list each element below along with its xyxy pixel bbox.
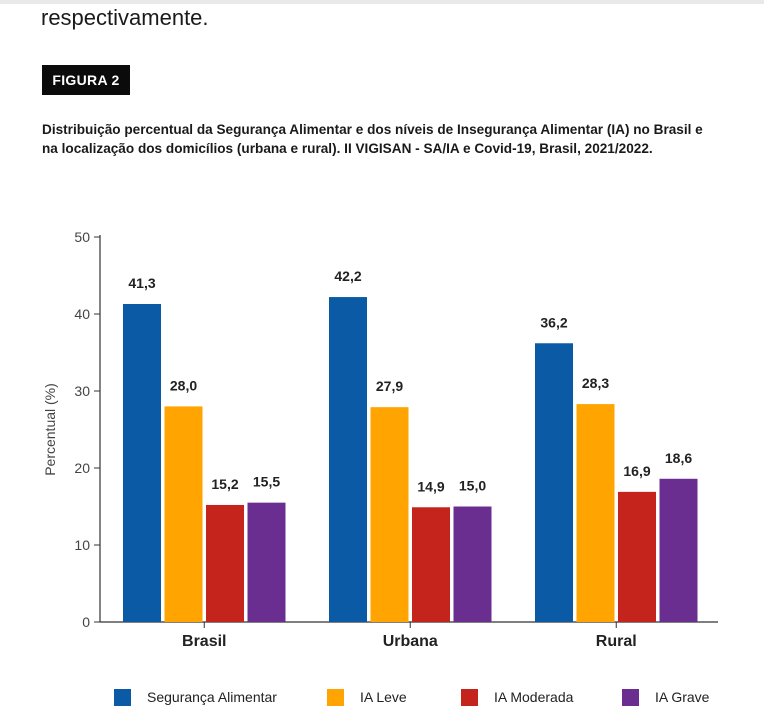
- bar-value-label: 15,0: [459, 478, 486, 494]
- bar-value-label: 42,2: [334, 268, 361, 284]
- intro-text: respectivamente.: [41, 5, 209, 30]
- top-divider: [0, 0, 764, 4]
- bar-value-label: 18,6: [665, 450, 692, 466]
- y-tick-label: 20: [74, 460, 90, 476]
- category-label: Rural: [596, 633, 637, 650]
- bar: [618, 491, 656, 622]
- figure-caption: Distribuição percentual da Segurança Ali…: [42, 122, 703, 156]
- bar: [453, 506, 492, 622]
- y-tick-label: 50: [74, 229, 90, 245]
- bar-value-label: 15,5: [253, 474, 280, 490]
- legend-swatch: [114, 688, 131, 706]
- y-tick-label: 0: [82, 614, 90, 630]
- bar: [329, 297, 367, 622]
- bar: [206, 504, 244, 622]
- y-axis-label: Percentual (%): [42, 383, 58, 476]
- bar-chart: 0 10 20 30 40 50 Percentual (%) 41,3 28,0 15,2 15,…: [42, 229, 718, 650]
- legend-item: IA Moderada: [461, 684, 573, 710]
- y-tick-label: 40: [74, 306, 90, 322]
- bar: [247, 502, 286, 622]
- figure-label-badge: FIGURA 2: [42, 65, 130, 95]
- legend-item: Segurança Alimentar: [114, 684, 277, 710]
- legend-item: IA Grave: [622, 684, 709, 710]
- bar: [535, 343, 573, 622]
- bar-value-label: 41,3: [128, 275, 155, 291]
- y-tick-label: 30: [74, 383, 90, 399]
- bar-value-label: 28,0: [170, 377, 197, 393]
- bar: [164, 406, 203, 622]
- bar-value-label: 14,9: [417, 478, 444, 494]
- legend-swatch: [461, 688, 478, 706]
- bar-value-label: 27,9: [376, 378, 403, 394]
- bar-value-label: 15,2: [211, 476, 238, 492]
- legend-label: IA Moderada: [494, 689, 574, 705]
- bar: [576, 404, 615, 622]
- bar: [370, 407, 409, 622]
- bar: [123, 303, 161, 622]
- bar: [412, 507, 450, 622]
- chart-legend: Segurança Alimentar IA Leve IA Moderada IA …: [0, 684, 764, 710]
- legend-swatch: [622, 688, 639, 706]
- bar-value-label: 16,9: [623, 463, 650, 479]
- legend-item: IA Leve: [327, 684, 407, 710]
- y-tick-label: 10: [74, 537, 90, 553]
- bar-value-label: 28,3: [582, 375, 609, 391]
- legend-label: Segurança Alimentar: [147, 689, 277, 705]
- legend-swatch: [327, 688, 344, 706]
- bar: [659, 478, 698, 622]
- category-label: Brasil: [182, 633, 226, 650]
- legend-label: IA Grave: [655, 689, 710, 705]
- category-label: Urbana: [383, 633, 438, 650]
- legend-label: IA Leve: [360, 689, 407, 705]
- bar-value-label: 36,2: [540, 314, 567, 330]
